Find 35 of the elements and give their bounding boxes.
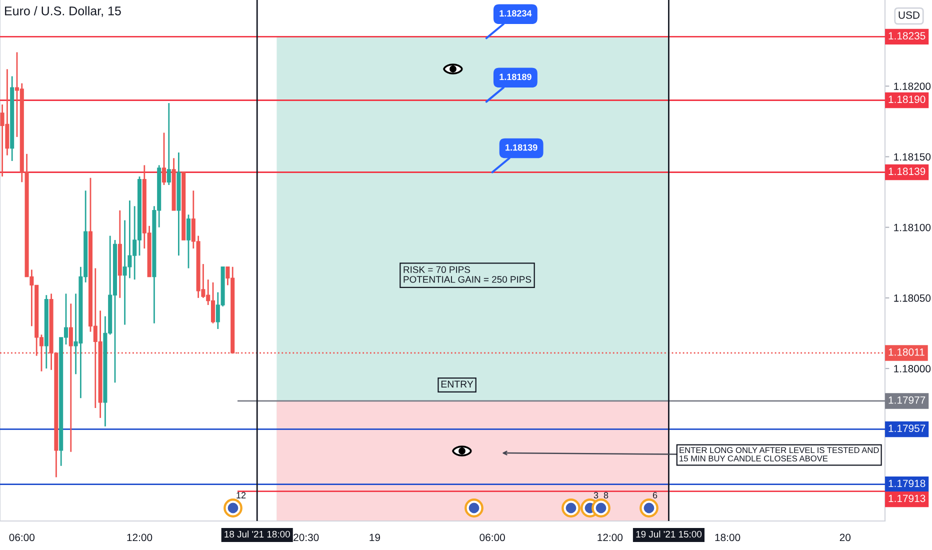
x-tick-label: 06:00 bbox=[9, 534, 35, 542]
ref-line-label: 1.18011 bbox=[888, 348, 924, 356]
x-tick-label: 20 bbox=[840, 534, 851, 542]
ref-line-label: 1.18190 bbox=[888, 96, 926, 104]
x-tick-label: 20:30 bbox=[294, 534, 319, 542]
ref-line-label: 1.18235 bbox=[888, 32, 926, 40]
y-tick-label: 1.18100 bbox=[894, 224, 931, 232]
y-axis-title: USD bbox=[898, 11, 920, 19]
chart-title: Euro / U.S. Dollar, 15 bbox=[5, 6, 121, 17]
ref-line-label: 1.17913 bbox=[888, 494, 926, 502]
ref-line-label: 1.17957 bbox=[888, 424, 926, 432]
x-tick-label: 12:00 bbox=[127, 534, 152, 542]
x-tick-label: 18:00 bbox=[715, 534, 740, 542]
ref-line-label: 1.18139 bbox=[888, 168, 926, 176]
x-tick-label: 19 bbox=[370, 534, 380, 542]
annotation: 1.18139 bbox=[506, 144, 538, 151]
annotation: 3 bbox=[594, 492, 598, 498]
y-tick-label: 1.18000 bbox=[894, 365, 931, 372]
annotation: 12 bbox=[236, 492, 246, 498]
annotation: ENTER LONG ONLY AFTER LEVEL IS TESTED AND 15 MIN BUY CANDLE CLOSES ABOVE bbox=[680, 447, 879, 462]
y-tick-label: 1.18050 bbox=[894, 294, 931, 302]
annotation: RISK = 70 PIPS POTENTIAL GAIN = 250 PIPS bbox=[404, 266, 532, 283]
ref-line-label: 19 Jul '21 15:00 bbox=[636, 530, 702, 538]
annotation: 8 bbox=[604, 492, 608, 498]
x-tick-label: 12:00 bbox=[598, 534, 623, 542]
annotation: ENTRY bbox=[441, 380, 474, 388]
y-tick-label: 1.18200 bbox=[894, 82, 931, 90]
ref-line-label: 1.17977 bbox=[888, 396, 926, 404]
annotation: 6 bbox=[652, 492, 658, 498]
y-tick-label: 1.18150 bbox=[894, 153, 931, 161]
annotation: 1.18234 bbox=[500, 10, 532, 17]
x-tick-label: 06:00 bbox=[480, 534, 505, 542]
annotation: 1.18189 bbox=[500, 74, 532, 80]
ref-line-label: 1.17918 bbox=[888, 480, 926, 488]
ref-line-label: 18 Jul '21 18:00 bbox=[224, 530, 290, 538]
